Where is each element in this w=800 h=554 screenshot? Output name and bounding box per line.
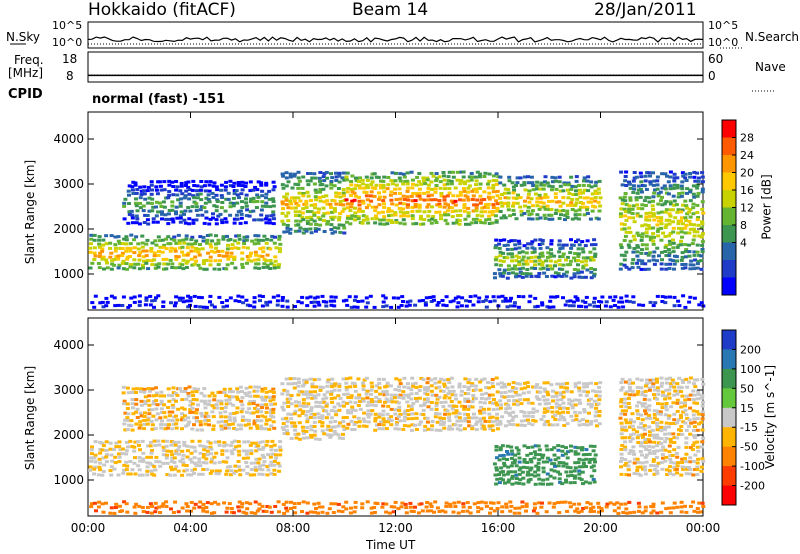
nsky-tick-low: 10^0 <box>52 36 83 49</box>
colorbar-swatch <box>722 368 736 389</box>
nsky-tick-high: 10^5 <box>52 19 83 32</box>
colorbar-tick-label: -200 <box>740 480 765 493</box>
colorbar-swatch <box>722 155 736 173</box>
velocity-colorbar: 200 100 50 15 -15 -50 -100 -200 <box>721 329 765 506</box>
colorbar-swatch <box>722 388 736 409</box>
scatter-band-band-c <box>280 170 347 235</box>
colorbar-tick-label: 24 <box>740 149 754 162</box>
colorbar-tick-label: -50 <box>740 441 758 454</box>
x-tick-label: 16:00 <box>481 521 516 535</box>
colorbar-swatch <box>722 446 736 467</box>
scatter-band-band-f <box>492 238 598 280</box>
nave-tick-low: 0 <box>708 69 716 83</box>
scatter-band-band-f <box>492 444 598 486</box>
freq-panel-frame <box>87 51 704 83</box>
x-tick-label: 00:00 <box>71 521 106 535</box>
colorbar-swatch <box>722 242 736 261</box>
scatter-band-band-b <box>122 179 277 226</box>
beam-title: Beam 14 <box>352 0 429 20</box>
colorbar-tick-label: 28 <box>740 132 754 145</box>
freq-tick-low: 8 <box>66 69 74 83</box>
y-tick-label: 4000 <box>53 132 84 146</box>
colorbar-swatch <box>722 407 736 428</box>
nsky-trace <box>87 36 704 43</box>
y-tick-label: 1000 <box>53 473 84 487</box>
colorbar-tick-label: 200 <box>740 343 761 356</box>
scatter-band-band-a <box>88 439 283 477</box>
x-tick-label: 04:00 <box>173 521 208 535</box>
colorbar-frame <box>721 329 737 506</box>
nave-label: Nave <box>755 60 786 74</box>
y-tick-label: 4000 <box>53 338 84 352</box>
y-tick-label: 3000 <box>53 383 84 397</box>
colorbar-swatch <box>722 120 736 138</box>
colorbar-swatch <box>722 466 736 486</box>
colorbar-swatch <box>722 207 736 226</box>
x-tick-label: 08:00 <box>276 521 311 535</box>
nsky-panel-frame <box>87 21 704 49</box>
scatter-band-ground-noise <box>90 294 706 309</box>
freq-unit-label: [MHz] <box>8 66 44 80</box>
velocity-ylabel: Slant Range [km] <box>23 365 38 471</box>
nsearch-label: N.Search <box>745 30 800 44</box>
colorbar-tick-label: 100 <box>740 363 761 376</box>
cpid-value: normal (fast) -151 <box>92 92 226 107</box>
colorbar-swatch <box>722 349 736 370</box>
nsearch-tick-high: 10^5 <box>708 19 739 32</box>
nsky-label: N.Sky <box>6 30 41 44</box>
colorbar-swatch <box>722 137 736 156</box>
nave-tick-high: 60 <box>708 52 724 66</box>
colorbar-tick-label: -15 <box>740 421 758 434</box>
colorbar-tick-label: 8 <box>740 219 747 232</box>
freq-tick-high: 18 <box>62 52 78 66</box>
scatter-band-band-a <box>88 233 283 271</box>
scatter-band-band-e <box>498 175 603 222</box>
colorbar-tick-label: 15 <box>740 402 754 415</box>
radar-title: Hokkaido (fitACF) <box>88 0 236 20</box>
x-tick-label: 12:00 <box>378 521 413 535</box>
colorbar-tick-label: 16 <box>740 184 754 197</box>
colorbar-swatch <box>722 277 736 296</box>
colorbar-swatch <box>722 427 736 448</box>
velocity-colorbar-label: Velocity [m s^-1] <box>763 364 778 470</box>
y-tick-label: 3000 <box>53 177 84 191</box>
colorbar-swatch <box>722 260 736 278</box>
colorbar-swatch <box>722 225 736 243</box>
scatter-band-ground-noise <box>89 500 706 515</box>
y-tick-label: 1000 <box>53 267 84 281</box>
power-ylabel: Slant Range [km] <box>23 159 38 265</box>
y-tick-label: 2000 <box>53 428 84 442</box>
colorbar-tick-label: 4 <box>740 237 747 250</box>
colorbar-tick-label: 20 <box>740 167 754 180</box>
power-colorbar-label: Power [dB] <box>759 174 774 240</box>
colorbar-tick-label: 12 <box>740 202 754 215</box>
scatter-band-band-e <box>498 381 603 428</box>
x-tick-label: 00:00 <box>686 521 721 535</box>
scatter-band-band-b <box>121 385 278 432</box>
colorbar-swatch <box>722 190 736 208</box>
colorbar-tick-label: -100 <box>740 460 765 473</box>
x-tick-label: 20:00 <box>583 521 618 535</box>
power-colorbar: 28 24 20 16 12 8 4 <box>721 119 754 296</box>
scatter-band-band-d <box>344 376 501 432</box>
x-axis-label: Time UT <box>366 538 416 552</box>
colorbar-swatch <box>722 330 736 350</box>
scatter-band-band-g <box>618 376 706 477</box>
scatter-band-band-c <box>280 377 347 441</box>
y-tick-label: 2000 <box>53 222 84 236</box>
colorbar-swatch <box>722 172 736 191</box>
colorbar-tick-label: 50 <box>740 382 754 395</box>
scatter-band-band-g <box>618 170 706 271</box>
date-title: 28/Jan/2011 <box>594 0 697 20</box>
nsearch-tick-low: 10^0 <box>708 36 739 49</box>
scatter-band-band-d <box>344 170 501 226</box>
colorbar-swatch <box>722 485 736 506</box>
cpid-label: CPID <box>8 87 43 102</box>
freq-label: Freq. <box>14 53 44 67</box>
